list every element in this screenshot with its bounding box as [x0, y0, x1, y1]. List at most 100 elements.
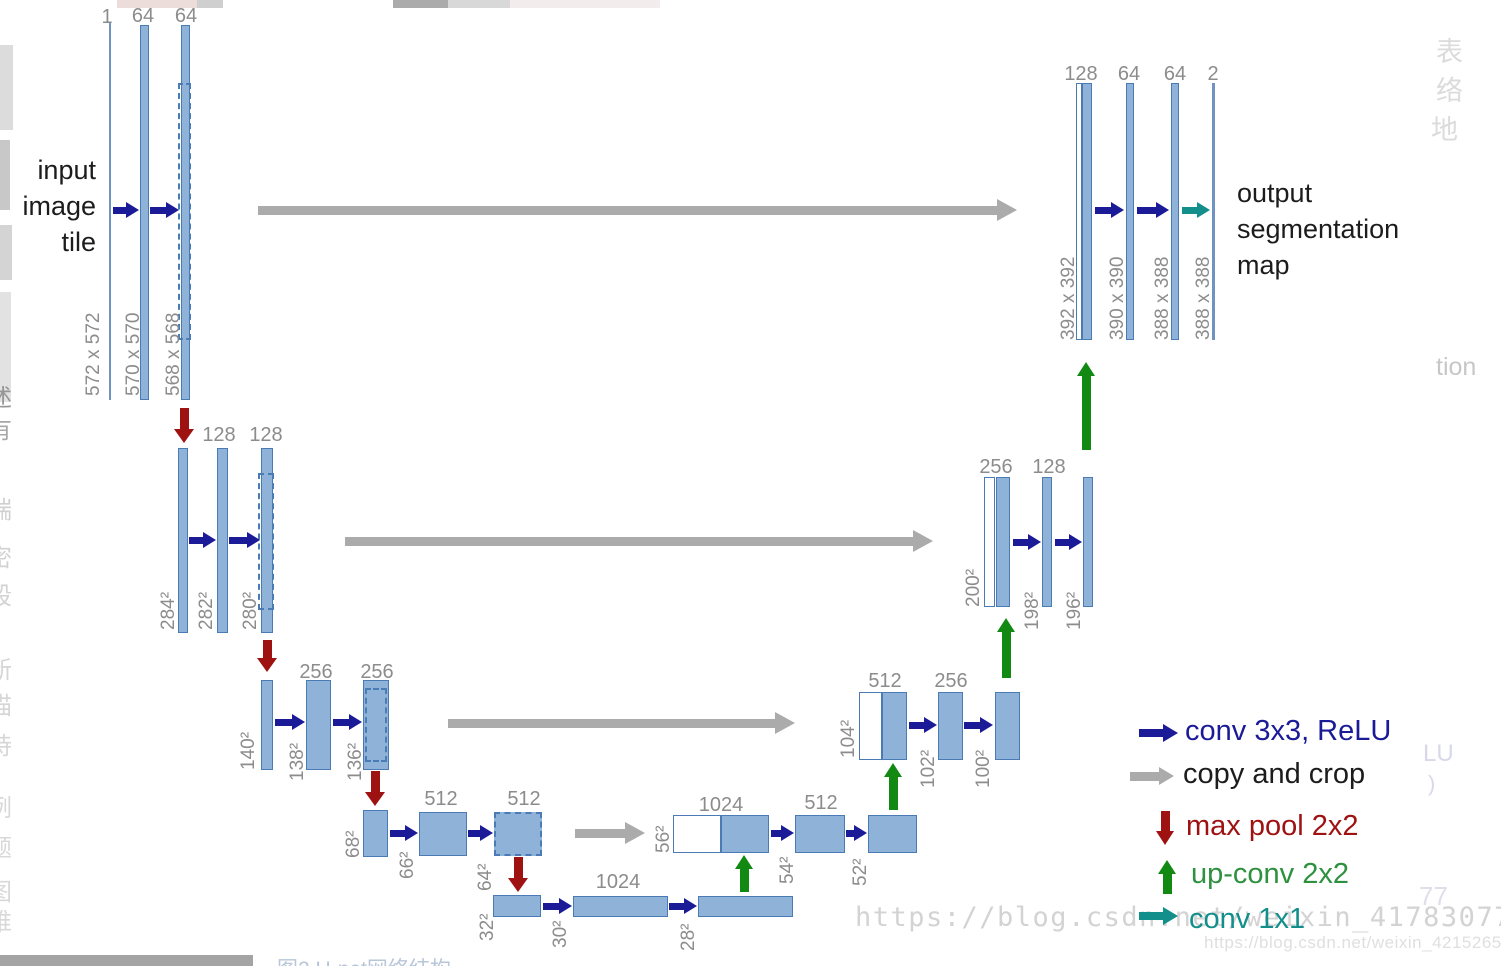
- feature-size-label: 30²: [550, 920, 571, 948]
- feature-map-bar: [217, 448, 228, 633]
- feature-size-label: 64²: [475, 863, 496, 891]
- feature-size-label: 140²: [238, 731, 259, 770]
- channel-count-label: 256: [979, 456, 1013, 478]
- channel-count-label: 512: [507, 788, 541, 810]
- feature-size-label: 196²: [1064, 591, 1085, 630]
- edge-clipped-character: 述: [0, 378, 12, 413]
- copy-crop-arrow-icon: [258, 199, 1017, 221]
- feature-map-bar: [494, 812, 542, 856]
- output-segmentation-map-label: output segmentation map: [1237, 175, 1467, 283]
- edge-clipped-character: 图: [0, 872, 12, 907]
- conv1x1-arrow-icon: [1182, 201, 1210, 219]
- conv3x3-arrow-icon: [669, 897, 697, 915]
- copy-crop-arrow-icon: [575, 822, 645, 844]
- feature-map-bar: [996, 477, 1010, 607]
- feature-map-bar: [1126, 83, 1134, 340]
- screenshot-artifact: [0, 292, 11, 402]
- edge-clipped-character: 维: [0, 902, 12, 937]
- feature-size-label: 568 x 568: [163, 312, 184, 396]
- channel-count-label: 64: [131, 5, 155, 27]
- screenshot-artifact: [0, 140, 10, 210]
- channel-count-label: 1024: [698, 794, 744, 816]
- feature-size-label: 136²: [345, 742, 366, 781]
- feature-size-label: 28²: [678, 923, 699, 951]
- max-pool-arrow-icon: [508, 857, 528, 892]
- legend-label: conv 1x1: [1189, 903, 1306, 935]
- edge-clipped-character: 新: [0, 650, 12, 685]
- channel-count-label: 256: [360, 661, 394, 683]
- channel-count-label: 256: [299, 661, 333, 683]
- feature-size-label: 100²: [973, 749, 994, 788]
- channel-count-label: 2: [1207, 63, 1219, 85]
- feature-size-label: 388 x 388: [1152, 256, 1173, 340]
- screenshot-artifact: [510, 0, 660, 8]
- feature-size-label: 56²: [653, 825, 674, 853]
- crop-region-outline: [258, 473, 274, 610]
- feature-map-bar: [363, 680, 389, 770]
- feature-size-label: 284²: [158, 591, 179, 630]
- feature-map-bar: [721, 815, 769, 853]
- screenshot-artifact: [197, 0, 223, 8]
- ghost-text-fragment: LU: [1423, 740, 1454, 767]
- feature-size-label: 200²: [963, 568, 984, 607]
- feature-map-bar: [995, 692, 1020, 760]
- feature-map-bar: [698, 896, 793, 917]
- feature-map-bar: [573, 896, 668, 917]
- screenshot-artifact: [0, 225, 12, 280]
- feature-map-bar: [984, 477, 995, 607]
- ghost-text-fragment: 地: [1431, 115, 1458, 145]
- conv3x3-arrow-icon: [543, 897, 572, 915]
- max-pool-arrow-icon: [174, 408, 194, 443]
- ghost-text-fragment: 表: [1436, 37, 1463, 67]
- screenshot-artifact: [0, 955, 253, 966]
- feature-size-label: 32²: [477, 913, 498, 941]
- edge-clipped-character: 描: [0, 686, 12, 721]
- feature-size-label: 570 x 570: [123, 312, 144, 396]
- screenshot-artifact: [448, 0, 510, 8]
- up-conv-arrow-icon: [996, 618, 1016, 678]
- channel-count-label: 64: [1117, 63, 1141, 85]
- feature-map-bar: [673, 815, 721, 853]
- edge-clipped-character: 密: [0, 538, 12, 573]
- conv3x3-arrow-icon: [1137, 201, 1169, 219]
- feature-map-bar: [882, 692, 907, 760]
- up-conv-arrow-icon: [734, 855, 754, 892]
- edge-clipped-character: 端: [0, 490, 12, 525]
- output-label-line: map: [1237, 250, 1290, 280]
- edge-clipped-character: 有: [0, 410, 12, 445]
- feature-map-bar: [419, 812, 467, 856]
- feature-map-bar: [859, 692, 882, 760]
- feature-size-label: 138²: [287, 742, 308, 781]
- conv3x3-arrow-icon: [1095, 201, 1124, 219]
- feature-size-label: 572 x 572: [83, 312, 104, 396]
- copy-crop-arrow-icon: [345, 530, 933, 552]
- channel-count-label: 128: [1064, 63, 1098, 85]
- conv3x3-arrow-icon: [1013, 533, 1041, 551]
- feature-size-label: 198²: [1022, 591, 1043, 630]
- figure-caption: 图2 U-net网络结构: [277, 953, 451, 966]
- up-conv-arrow-icon: [883, 763, 903, 810]
- feature-size-label: 66²: [397, 851, 418, 879]
- output-label-line: segmentation: [1237, 214, 1400, 244]
- feature-map-bar: [1083, 477, 1093, 607]
- feature-map-bar: [1076, 83, 1082, 340]
- conv3x3-arrow-icon: [189, 531, 216, 549]
- feature-map-bar: [868, 815, 917, 853]
- edge-clipped-character: 段: [0, 576, 12, 611]
- feature-size-label: 282²: [196, 591, 217, 630]
- feature-map-bar: [306, 680, 331, 770]
- screenshot-artifact: [117, 0, 197, 8]
- conv3x3-arrow-icon: [1055, 533, 1082, 551]
- legend-conv1x1-arrow-icon: [1139, 907, 1178, 925]
- legend-conv3x3-arrow-icon: [1139, 724, 1178, 742]
- channel-count-label: 512: [804, 792, 838, 814]
- feature-size-label: 390 x 390: [1107, 256, 1128, 340]
- feature-size-label: 52²: [850, 858, 871, 886]
- conv3x3-arrow-icon: [771, 824, 794, 842]
- conv3x3-arrow-icon: [150, 201, 179, 219]
- legend-label: up-conv 2x2: [1191, 858, 1349, 890]
- feature-map-bar: [140, 25, 149, 400]
- channel-count-label: 128: [202, 424, 236, 446]
- feature-size-label: 104²: [838, 719, 859, 758]
